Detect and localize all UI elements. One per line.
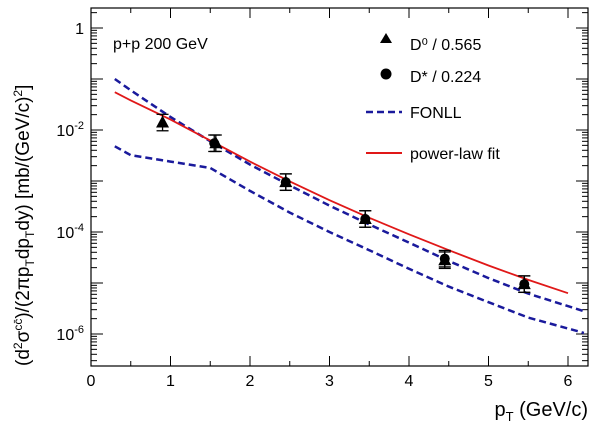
x-tick-label: 3 (325, 373, 334, 390)
power-law-fit-line (114, 91, 569, 295)
y-axis-title-text: (d2σcc̄)/(2πpTdpTdy) [mb/(GeV/c)2] (11, 85, 37, 366)
dstar-point (360, 213, 371, 224)
plot-frame (90, 7, 589, 367)
legend: D⁰ / 0.565 D* / 0.224 FONLL power-law fi… (366, 33, 500, 163)
x-tick-label: 6 (564, 373, 573, 390)
legend-triangle-marker (380, 33, 392, 43)
x-tick-label: 0 (87, 373, 96, 390)
dstar-point (209, 138, 220, 149)
fonll-band-line-0 (114, 77, 585, 313)
x-axis-title-sub: T (506, 409, 514, 424)
x-axis-title-rest: (GeV/c) (514, 399, 588, 421)
dstar-point (280, 177, 291, 188)
y-axis-title: (d2σcc̄)/(2πpTdpTdy) [mb/(GeV/c)2] (11, 85, 37, 366)
dstar-point (439, 253, 450, 264)
legend-label-dstar: D* / 0.224 (410, 69, 481, 86)
dstar-point (519, 279, 530, 290)
annotation-text: p+p 200 GeV (113, 36, 208, 53)
axis-ticks: 0 1 2 3 4 5 6 1 10-2 10-4 10-6 (56, 8, 588, 390)
legend-label-fonll: FONLL (410, 105, 462, 122)
y-tick-label: 10-4 (56, 222, 84, 242)
legend-label-d0: D⁰ / 0.565 (410, 37, 481, 54)
y-tick-label: 10-2 (56, 120, 84, 140)
x-tick-label: 2 (246, 373, 255, 390)
fonll-band-line-1 (114, 145, 585, 335)
y-tick-label: 10-6 (56, 324, 84, 344)
data-points (156, 113, 531, 294)
x-tick-label: 5 (484, 373, 493, 390)
curves (114, 77, 585, 335)
legend-label-fit: power-law fit (410, 146, 500, 163)
x-tick-label: 4 (405, 373, 414, 390)
x-axis-title-main: p (494, 399, 505, 421)
x-axis-title: pT (GeV/c) (494, 399, 588, 424)
legend-circle-marker (380, 68, 392, 80)
x-tick-label: 1 (166, 373, 175, 390)
y-tick-label: 1 (75, 21, 84, 38)
d0-point (156, 115, 170, 128)
